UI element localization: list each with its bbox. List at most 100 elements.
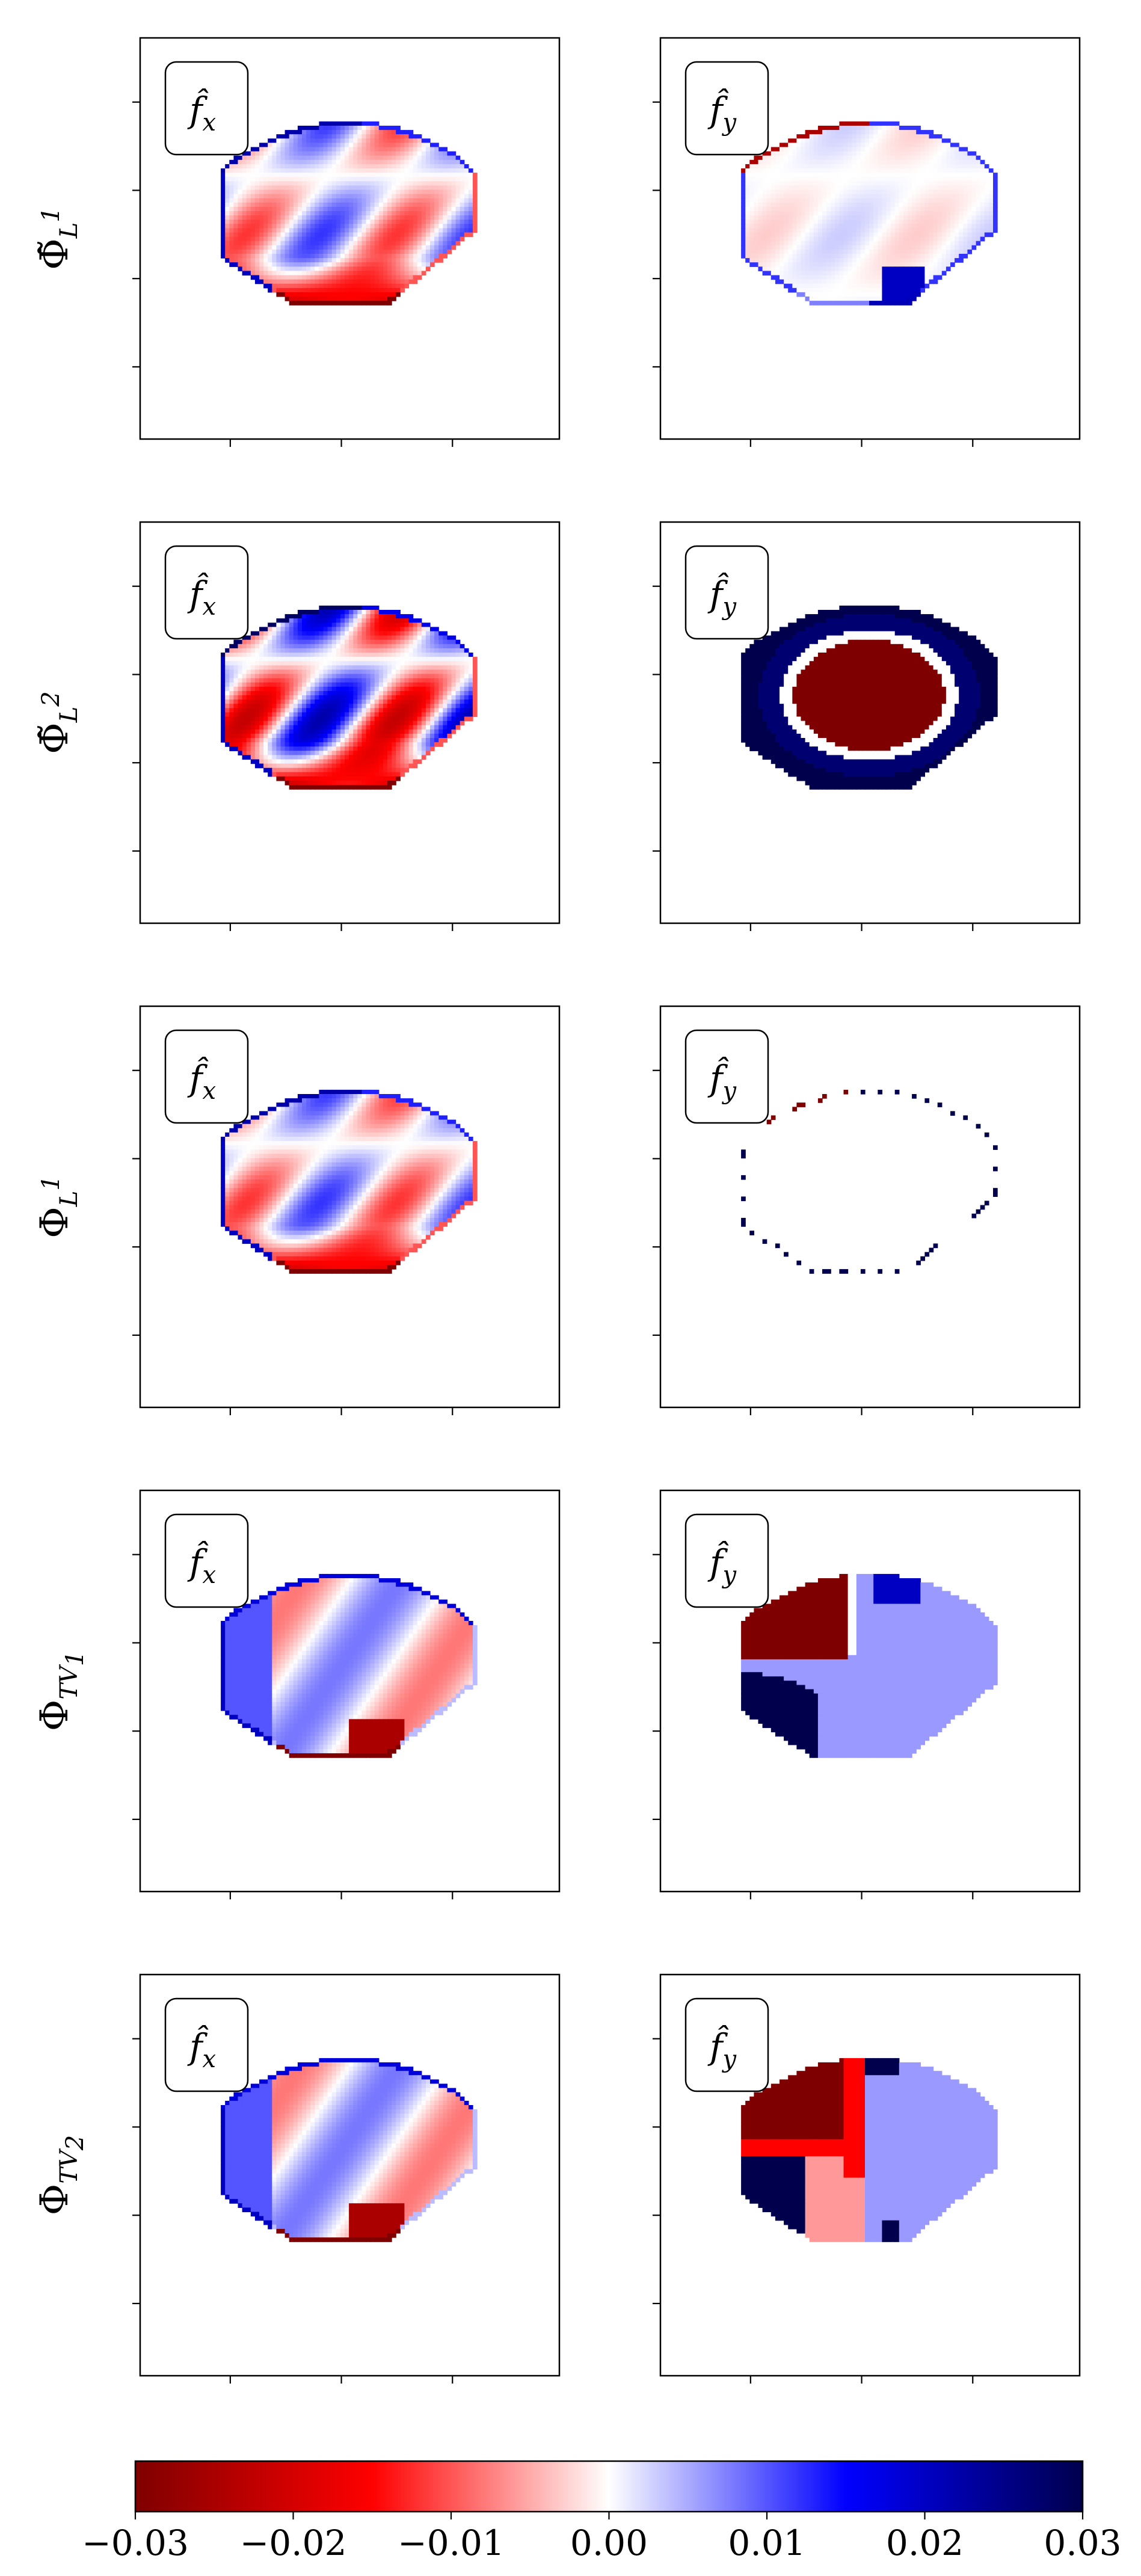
heatmap-cell xyxy=(284,202,290,207)
heatmap-cell xyxy=(971,189,977,195)
heatmap-cell xyxy=(357,151,362,156)
heatmap-cell xyxy=(430,211,435,216)
heatmap-cell xyxy=(839,130,844,135)
heatmap-cell xyxy=(788,275,793,280)
heatmap-cell xyxy=(374,639,380,645)
heatmap-cell xyxy=(796,283,802,289)
heatmap-cell xyxy=(886,279,891,284)
heatmap-cell xyxy=(331,631,337,636)
heatmap-cell xyxy=(908,262,912,267)
heatmap-cell xyxy=(817,301,823,306)
heatmap-cell xyxy=(971,194,977,199)
heatmap-cell xyxy=(378,138,384,143)
heatmap-cell xyxy=(340,206,345,212)
heatmap-cell xyxy=(775,215,780,220)
heatmap-cell xyxy=(856,151,861,156)
heatmap-cell xyxy=(272,279,277,284)
heatmap-cell xyxy=(766,236,772,242)
heatmap-cell xyxy=(336,661,341,666)
heatmap-cell xyxy=(852,159,857,165)
heatmap-cell xyxy=(912,262,917,267)
heatmap-cell xyxy=(451,224,457,229)
heatmap-cell xyxy=(315,653,319,657)
heatmap-cell xyxy=(357,644,362,649)
heatmap-cell xyxy=(349,181,354,186)
heatmap-cell xyxy=(361,669,367,675)
heatmap-cell xyxy=(370,198,375,203)
heatmap-cell xyxy=(400,271,405,276)
heatmap-cell xyxy=(289,262,294,267)
heatmap-cell xyxy=(843,262,849,267)
heatmap-cell xyxy=(762,271,767,276)
heatmap-cell xyxy=(238,644,243,649)
heatmap-cell xyxy=(933,220,938,224)
heatmap-cell xyxy=(404,657,410,662)
heatmap-cell xyxy=(225,177,230,182)
heatmap-cell xyxy=(425,653,431,657)
heatmap-cell xyxy=(796,220,802,224)
heatmap-cell xyxy=(924,232,930,238)
heatmap-cell xyxy=(860,181,866,186)
heatmap-cell xyxy=(331,211,337,216)
heatmap-cell xyxy=(822,147,827,152)
heatmap-cell xyxy=(323,627,328,632)
heatmap-cell xyxy=(468,177,473,182)
heatmap-cell xyxy=(280,206,286,212)
heatmap-cell xyxy=(357,635,362,641)
heatmap-cell xyxy=(319,266,324,271)
heatmap-cell xyxy=(302,138,307,143)
heatmap-cell xyxy=(852,215,857,220)
heatmap-cell xyxy=(302,189,307,195)
heatmap-cell xyxy=(971,168,977,173)
heatmap-cell xyxy=(250,147,256,152)
heatmap-cell xyxy=(276,648,281,653)
heatmap-cell xyxy=(387,181,392,186)
heatmap-cell xyxy=(374,631,380,636)
heatmap-cell xyxy=(993,224,998,229)
heatmap-cell xyxy=(268,194,272,199)
heatmap-cell xyxy=(882,121,887,126)
heatmap-cell xyxy=(366,173,371,177)
heatmap-cell xyxy=(238,661,243,666)
heatmap-cell xyxy=(276,143,281,148)
heatmap-cell xyxy=(988,185,994,191)
heatmap-cell xyxy=(741,168,746,173)
heatmap-cell xyxy=(878,206,882,212)
heatmap-cell xyxy=(400,181,405,186)
heatmap-cell xyxy=(383,236,388,242)
heatmap-cell xyxy=(988,168,994,173)
heatmap-cell xyxy=(920,159,925,165)
heatmap-cell xyxy=(280,266,286,271)
heatmap-cell xyxy=(886,126,891,131)
heatmap-cell xyxy=(869,143,874,148)
heatmap-cell xyxy=(933,202,938,207)
heatmap-cell xyxy=(302,220,307,224)
heatmap-cell xyxy=(233,236,239,242)
heatmap-cell xyxy=(860,177,866,182)
heatmap-cell xyxy=(276,283,281,289)
heatmap-cell xyxy=(378,614,384,619)
heatmap-cell xyxy=(847,151,853,156)
heatmap-cell xyxy=(835,249,840,254)
heatmap-cell xyxy=(319,657,324,662)
heatmap-cell xyxy=(843,177,849,182)
heatmap-cell xyxy=(349,639,354,645)
heatmap-cell xyxy=(353,275,358,280)
heatmap-cell xyxy=(349,254,354,259)
heatmap-cell xyxy=(400,206,405,212)
heatmap-cell xyxy=(306,173,311,177)
heatmap-cell xyxy=(749,181,754,186)
heatmap-cell xyxy=(238,665,243,670)
heatmap-cell xyxy=(302,126,307,131)
heatmap-cell xyxy=(353,181,358,186)
heatmap-cell xyxy=(400,275,405,280)
heatmap-cell xyxy=(899,228,904,233)
heatmap-cell xyxy=(775,266,780,271)
heatmap-cell xyxy=(890,155,896,161)
heatmap-cell xyxy=(336,301,341,306)
heatmap-cell xyxy=(852,185,857,191)
heatmap-cell xyxy=(315,618,319,623)
heatmap-cell xyxy=(784,224,789,229)
heatmap-cell xyxy=(447,245,452,250)
heatmap-cell xyxy=(894,159,900,165)
